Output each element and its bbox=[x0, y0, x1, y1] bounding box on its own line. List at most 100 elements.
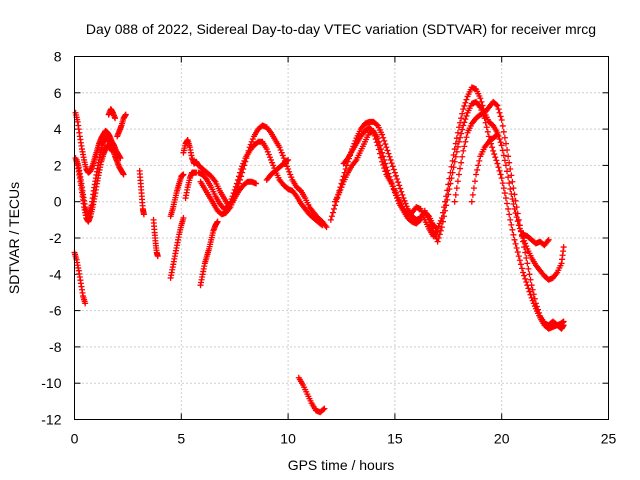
data-point bbox=[501, 157, 508, 164]
data-point bbox=[495, 164, 502, 171]
data-point bbox=[500, 152, 507, 159]
data-point bbox=[500, 185, 507, 192]
data-point bbox=[478, 98, 485, 105]
data-point bbox=[439, 218, 446, 225]
data-point bbox=[277, 146, 284, 153]
data-point bbox=[386, 153, 393, 160]
data-point bbox=[522, 275, 529, 282]
data-point bbox=[510, 231, 517, 238]
data-point bbox=[435, 235, 442, 241]
data-point bbox=[434, 227, 441, 234]
data-point bbox=[122, 111, 129, 118]
data-point bbox=[428, 222, 435, 229]
data-point bbox=[462, 116, 469, 123]
data-point bbox=[476, 157, 483, 164]
data-point bbox=[498, 175, 505, 182]
data-point bbox=[463, 134, 470, 141]
data-point bbox=[249, 136, 256, 143]
data-point bbox=[495, 106, 502, 113]
data-point bbox=[501, 190, 508, 197]
data-point bbox=[328, 213, 335, 220]
x-tick-label: 20 bbox=[494, 431, 510, 447]
data-series-s3 bbox=[73, 135, 127, 218]
data-point bbox=[112, 115, 119, 122]
data-series-s15 bbox=[197, 178, 260, 218]
data-point bbox=[391, 169, 398, 176]
data-series-s24 bbox=[520, 231, 552, 249]
data-point bbox=[444, 196, 451, 203]
data-point bbox=[498, 117, 505, 124]
data-point bbox=[381, 137, 388, 144]
data-point bbox=[371, 132, 378, 139]
data-point bbox=[477, 104, 484, 111]
data-point bbox=[279, 152, 286, 159]
data-point bbox=[288, 174, 295, 181]
x-tick-labels: 0 5 10 15 20 25 bbox=[71, 431, 617, 447]
data-point bbox=[512, 197, 519, 204]
data-point bbox=[473, 171, 480, 178]
data-point bbox=[516, 257, 523, 264]
data-point bbox=[535, 306, 542, 313]
data-point bbox=[418, 208, 425, 215]
data-point bbox=[447, 180, 454, 187]
data-point bbox=[454, 143, 461, 150]
data-point bbox=[270, 162, 277, 169]
data-point bbox=[240, 160, 247, 167]
data-point bbox=[453, 185, 460, 192]
data-point bbox=[501, 134, 508, 141]
data-point bbox=[516, 222, 523, 229]
data-point bbox=[396, 182, 403, 189]
data-point bbox=[460, 122, 467, 129]
data-point bbox=[494, 160, 501, 167]
data-point bbox=[505, 153, 512, 160]
data-point bbox=[388, 160, 395, 167]
data-point bbox=[526, 288, 533, 295]
data-point bbox=[402, 200, 409, 207]
data-point bbox=[435, 223, 442, 230]
data-point bbox=[266, 154, 273, 161]
data-point bbox=[337, 186, 344, 193]
data-point bbox=[522, 249, 529, 256]
data-point bbox=[453, 148, 460, 155]
data-series-s8 bbox=[150, 216, 161, 260]
data-point bbox=[286, 168, 293, 175]
data-point bbox=[505, 174, 512, 181]
y-tick-label: -12 bbox=[41, 412, 61, 428]
data-point bbox=[496, 136, 503, 143]
data-point bbox=[508, 172, 515, 179]
data-point bbox=[511, 191, 518, 198]
data-point bbox=[496, 167, 503, 174]
data-point bbox=[455, 171, 462, 178]
data-series-s4 bbox=[71, 249, 89, 307]
data-point bbox=[452, 140, 459, 147]
data-point bbox=[397, 185, 404, 192]
y-tick-label: -2 bbox=[49, 230, 62, 246]
data-point bbox=[474, 166, 481, 173]
data-point bbox=[232, 183, 239, 190]
data-point bbox=[459, 126, 466, 133]
data-point bbox=[214, 218, 221, 225]
data-point bbox=[441, 213, 448, 220]
data-point bbox=[500, 128, 507, 135]
data-point bbox=[499, 122, 506, 129]
data-point bbox=[526, 271, 533, 278]
data-point bbox=[436, 220, 443, 227]
data-point bbox=[263, 146, 270, 153]
data-point bbox=[436, 231, 443, 238]
data-point bbox=[399, 191, 406, 198]
data-point bbox=[528, 294, 535, 301]
x-tick-label: 5 bbox=[177, 431, 185, 447]
data-point bbox=[284, 157, 291, 164]
data-series-s23 bbox=[468, 131, 501, 205]
data-point bbox=[460, 147, 467, 154]
data-series-s7 bbox=[136, 167, 147, 218]
data-point bbox=[497, 171, 504, 178]
data-point bbox=[336, 189, 343, 196]
data-point bbox=[520, 269, 527, 276]
data-point bbox=[370, 129, 377, 136]
y-tick-label: -10 bbox=[41, 375, 61, 391]
data-point bbox=[504, 146, 511, 153]
data-point bbox=[493, 157, 500, 164]
data-point bbox=[532, 300, 539, 307]
